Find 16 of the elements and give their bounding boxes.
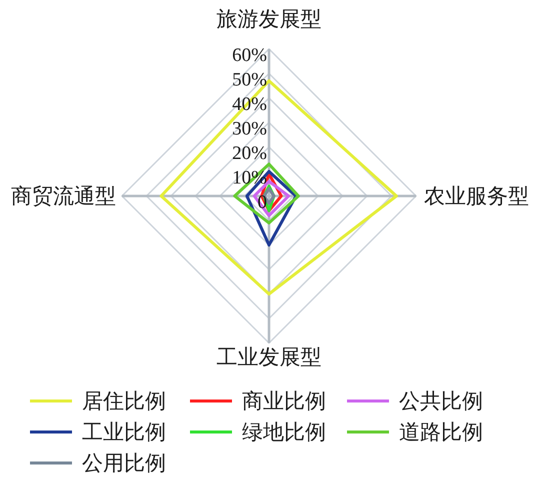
- spoke-label: 商贸流通型: [11, 184, 116, 208]
- y-tick-label: 0: [258, 192, 267, 212]
- legend-label: 公共比例: [399, 389, 483, 413]
- spoke-label: 农业服务型: [424, 184, 529, 208]
- legend-label: 商业比例: [242, 389, 326, 413]
- spoke-label: 旅游发展型: [216, 7, 322, 31]
- y-tick-label: 30%: [232, 118, 268, 139]
- legend-label: 公用比例: [82, 451, 166, 475]
- y-tick-label: 50%: [232, 69, 268, 90]
- spoke-label: 工业发展型: [216, 345, 322, 369]
- legend-label: 绿地比例: [242, 420, 326, 444]
- legend-label: 工业比例: [82, 420, 166, 444]
- y-tick-label: 20%: [232, 142, 268, 164]
- legend-label: 居住比例: [82, 389, 166, 413]
- y-tick-label: 60%: [232, 44, 268, 66]
- legend-label: 道路比例: [399, 420, 483, 444]
